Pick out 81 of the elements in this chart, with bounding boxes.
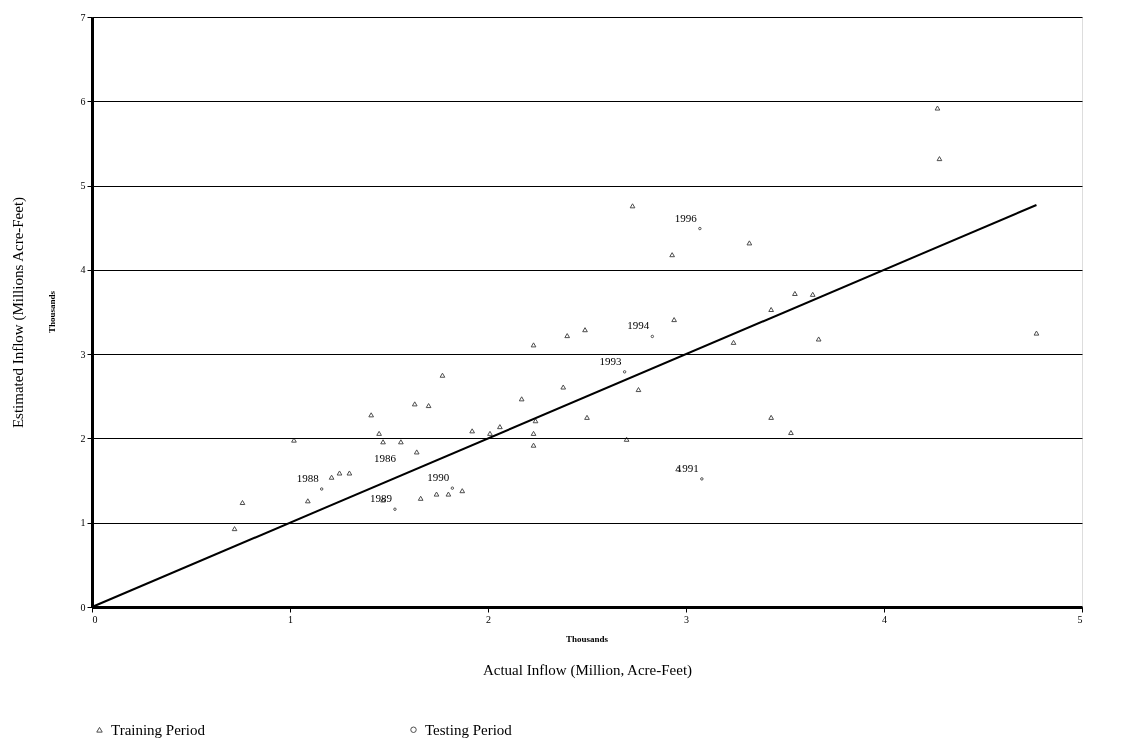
annotation: 1993: [599, 354, 623, 367]
annotation: 1996: [674, 211, 698, 224]
point: [417, 495, 424, 501]
y-axis-title: Estimated Inflow (Millions Acre-Feet): [9, 196, 27, 429]
annotation: 1994: [627, 319, 650, 332]
annotation: 1991: [676, 461, 699, 474]
annotation: 1988: [296, 472, 320, 484]
point: [469, 428, 476, 434]
point: [239, 499, 246, 506]
point: [530, 442, 537, 448]
point: [518, 396, 525, 402]
point: [809, 291, 816, 297]
point: [698, 226, 702, 231]
point: [669, 252, 675, 258]
point: [788, 430, 794, 436]
point: [319, 487, 324, 491]
x-tick-label: 5: [1077, 613, 1083, 625]
point: [425, 403, 432, 409]
point: [622, 370, 627, 374]
annotation: 1990: [427, 471, 450, 484]
x-tick-label: 3: [684, 613, 689, 625]
point: [336, 470, 343, 476]
y-tick-label: 4: [80, 264, 86, 276]
point: [635, 387, 642, 393]
text: Thousands: [565, 634, 609, 644]
point: [650, 334, 655, 339]
y-tick-label: 6: [80, 95, 86, 107]
point: [623, 436, 630, 442]
point: [413, 449, 420, 455]
point: [380, 439, 386, 445]
point: [445, 491, 452, 497]
y-tick-label: 2: [80, 432, 86, 444]
point: [328, 474, 335, 480]
point: [459, 488, 466, 494]
point: [792, 290, 798, 296]
point: [433, 491, 440, 497]
y-tick-label: 1: [80, 517, 86, 529]
point: [815, 336, 822, 342]
point: [532, 418, 539, 424]
annotation: 1989: [369, 492, 393, 505]
point: [584, 414, 590, 420]
point: [582, 327, 588, 333]
point: [700, 477, 704, 481]
point: [231, 526, 238, 532]
x-tick-label: 2: [486, 613, 491, 625]
point: [487, 430, 493, 436]
point: [450, 486, 455, 490]
y-tick-label: 7: [80, 11, 86, 23]
point: [934, 105, 941, 111]
y-tick-label: 5: [80, 180, 86, 192]
y-tick-label: 0: [80, 601, 86, 613]
point: [398, 439, 404, 445]
point: [368, 412, 375, 418]
point: [768, 306, 774, 312]
point: [530, 430, 537, 436]
point: [530, 342, 537, 348]
legend-label: Training Period: [111, 721, 206, 738]
x-axis-title: Actual Inflow (Million, Acre-Feet): [482, 661, 693, 679]
y-tick-label: 3: [80, 348, 86, 360]
point: [439, 372, 446, 378]
point: [560, 384, 567, 390]
text: Thousands: [47, 290, 57, 334]
x-tick-label: 0: [92, 613, 98, 625]
point: [671, 317, 677, 323]
point: [411, 401, 418, 407]
point: [730, 339, 737, 345]
legend-label: Testing Period: [425, 721, 513, 738]
point: [376, 430, 382, 436]
point: [393, 507, 397, 511]
point: [936, 156, 943, 162]
point: [564, 333, 571, 339]
point: [629, 203, 636, 209]
x-tick-label: 4: [882, 613, 887, 625]
x-tick-label: 1: [288, 613, 293, 625]
point: [497, 424, 503, 430]
point: [1033, 330, 1040, 336]
point: [304, 498, 311, 504]
annotation: 1986: [374, 451, 397, 464]
point: [346, 470, 353, 476]
point: [768, 414, 774, 420]
point: [746, 240, 753, 246]
